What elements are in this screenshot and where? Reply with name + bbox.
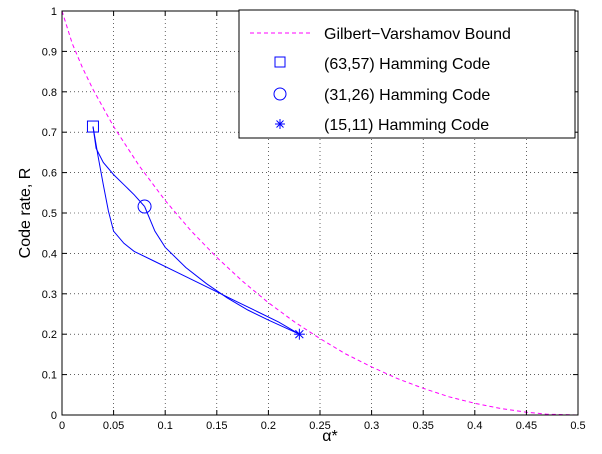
hamming-connecting-curve-1 xyxy=(92,126,145,207)
x-tick-label: 0.45 xyxy=(516,420,537,432)
y-tick-label: 0.4 xyxy=(42,248,57,260)
x-tick-label: 0.5 xyxy=(570,420,585,432)
x-tick-label: 0.25 xyxy=(309,420,330,432)
hamming-31-26-marker xyxy=(137,199,152,214)
x-tick-label: 0.15 xyxy=(206,420,227,432)
legend-hamming-15-11-label: (15,11) Hamming Code xyxy=(324,117,489,134)
y-tick-label: 0.2 xyxy=(42,329,57,341)
x-tick-label: 0.3 xyxy=(364,420,379,432)
legend-hamming-31-26-swatch xyxy=(273,87,287,101)
series-layer xyxy=(61,10,579,416)
x-tick-label: 0.2 xyxy=(261,420,276,432)
hamming-15-11-marker xyxy=(293,328,305,340)
y-tick-label: 0.1 xyxy=(42,370,57,382)
legend-hamming-15-11-swatch xyxy=(275,119,285,129)
legend-box xyxy=(238,9,576,139)
axis-ticks: 0 0.05 0.1 0.15 0.2 0.25 0.3 0.35 0.4 0.45 0.5 0 0.1… xyxy=(42,6,586,432)
legend-hamming-31-26-label: (31,26) Hamming Code xyxy=(324,87,490,104)
y-tick-label: 1 xyxy=(51,6,57,18)
y-tick-label: 0 xyxy=(51,410,57,422)
x-tick-label: 0.35 xyxy=(412,420,433,432)
x-axis-title: α* xyxy=(322,428,337,445)
x-tick-label: 0.1 xyxy=(158,420,173,432)
x-tick-label: 0.4 xyxy=(467,420,482,432)
hamming-connecting-curve-3 xyxy=(92,126,300,335)
y-tick-label: 0.7 xyxy=(42,127,57,139)
y-tick-label: 0.3 xyxy=(42,289,57,301)
y-tick-label: 0.9 xyxy=(42,46,57,58)
hamming-connecting-curve-2 xyxy=(144,206,300,335)
y-tick-label: 0.8 xyxy=(42,87,57,99)
grid-lines xyxy=(62,11,578,415)
y-axis-title: Code rate, R xyxy=(17,168,34,259)
legend-gv-bound-label: Gilbert−Varshamov Bound xyxy=(324,26,511,43)
x-tick-label: 0 xyxy=(59,420,65,432)
gv-bound-line xyxy=(61,10,579,416)
legend: Gilbert−Varshamov Bound (63,57) Hamming … xyxy=(238,9,576,139)
x-tick-label: 0.05 xyxy=(103,420,124,432)
y-tick-label: 0.6 xyxy=(42,168,57,180)
legend-hamming-63-57-swatch xyxy=(274,56,286,68)
y-tick-label: 0.5 xyxy=(42,208,57,220)
legend-hamming-63-57-label: (63,57) Hamming Code xyxy=(324,56,490,73)
hamming-63-57-marker xyxy=(86,120,99,133)
